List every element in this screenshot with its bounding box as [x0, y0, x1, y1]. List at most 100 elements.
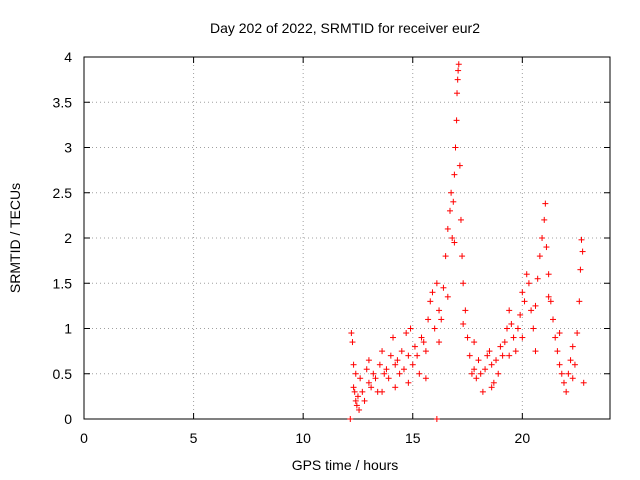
- data-point: [381, 370, 388, 377]
- data-point: [436, 339, 443, 346]
- data-point: [414, 352, 421, 359]
- data-point: [392, 384, 399, 391]
- data-point: [383, 366, 390, 373]
- data-point: [468, 370, 475, 377]
- data-point: [499, 352, 506, 359]
- y-axis-label: SRMTID / TECUs: [7, 183, 23, 293]
- data-point: [379, 348, 386, 355]
- data-point: [542, 200, 549, 207]
- data-point: [359, 388, 366, 395]
- data-point: [394, 357, 401, 364]
- data-point: [407, 325, 414, 332]
- data-point: [503, 325, 510, 332]
- data-point: [451, 239, 458, 246]
- x-tick-label: 5: [190, 430, 198, 446]
- data-point: [448, 189, 455, 196]
- data-point: [356, 406, 363, 413]
- data-point: [517, 311, 524, 318]
- data-point: [532, 348, 539, 355]
- data-point: [416, 370, 423, 377]
- data-point: [473, 375, 480, 382]
- data-point: [580, 379, 587, 386]
- data-point: [495, 370, 502, 377]
- data-point: [455, 67, 462, 74]
- data-point: [488, 384, 495, 391]
- data-point: [506, 352, 513, 359]
- data-point: [493, 357, 500, 364]
- data-point: [457, 216, 464, 223]
- data-point: [425, 316, 432, 323]
- data-point: [444, 225, 451, 232]
- data-point: [361, 397, 368, 404]
- data-point: [519, 334, 526, 341]
- data-point: [569, 343, 576, 350]
- data-point: [460, 320, 467, 327]
- data-point: [532, 302, 539, 309]
- data-point: [352, 397, 359, 404]
- data-point: [459, 253, 466, 260]
- data-point: [390, 334, 397, 341]
- data-point: [556, 361, 563, 368]
- data-point: [510, 334, 517, 341]
- data-point: [420, 339, 427, 346]
- data-point: [453, 117, 460, 124]
- data-point: [545, 271, 552, 278]
- y-tick-label: 0.5: [53, 366, 73, 382]
- data-point: [354, 393, 361, 400]
- data-point: [422, 375, 429, 382]
- data-point: [466, 352, 473, 359]
- y-tick-label: 2.5: [53, 185, 73, 201]
- y-tick-label: 3: [64, 140, 72, 156]
- data-point: [350, 361, 357, 368]
- data-point: [579, 248, 586, 255]
- data-point: [488, 361, 495, 368]
- x-tick-label: 15: [405, 430, 421, 446]
- data-point: [392, 361, 399, 368]
- data-point: [433, 280, 440, 287]
- data-point: [545, 293, 552, 300]
- data-point: [427, 298, 434, 305]
- data-point: [365, 379, 372, 386]
- y-tick-label: 2: [64, 230, 72, 246]
- data-point: [449, 235, 456, 241]
- data-point: [352, 370, 359, 377]
- data-point: [350, 384, 357, 391]
- data-point: [523, 271, 530, 278]
- data-point: [471, 339, 478, 346]
- data-point: [363, 366, 370, 373]
- data-point: [455, 61, 462, 68]
- x-axis-label: GPS time / hours: [292, 457, 399, 473]
- data-point: [438, 316, 445, 323]
- data-point: [543, 244, 550, 251]
- data-point: [405, 379, 412, 386]
- data-point: [525, 280, 532, 287]
- data-point: [578, 236, 585, 243]
- y-tick-label: 1: [64, 321, 72, 337]
- data-point: [490, 379, 497, 386]
- chart-title: Day 202 of 2022, SRMTID for receiver eur…: [210, 20, 480, 36]
- data-point: [422, 348, 429, 355]
- data-point: [482, 366, 489, 373]
- data-point: [365, 357, 372, 364]
- data-point: [357, 375, 364, 382]
- axis-ticks: [83, 56, 610, 420]
- data-point: [464, 334, 471, 341]
- grid: [84, 57, 610, 419]
- data-point: [462, 307, 469, 314]
- data-point: [442, 253, 449, 260]
- data-point: [556, 330, 563, 337]
- data-point: [577, 266, 584, 273]
- data-point: [565, 370, 572, 377]
- data-point: [508, 320, 515, 327]
- data-point: [349, 339, 356, 346]
- data-point: [347, 416, 354, 422]
- data-point: [348, 330, 355, 337]
- data-point: [431, 325, 438, 332]
- data-point: [567, 357, 574, 364]
- data-point: [479, 388, 486, 395]
- data-point: [512, 348, 519, 355]
- data-point: [530, 325, 537, 332]
- data-point: [514, 325, 521, 332]
- data-point: [454, 90, 461, 97]
